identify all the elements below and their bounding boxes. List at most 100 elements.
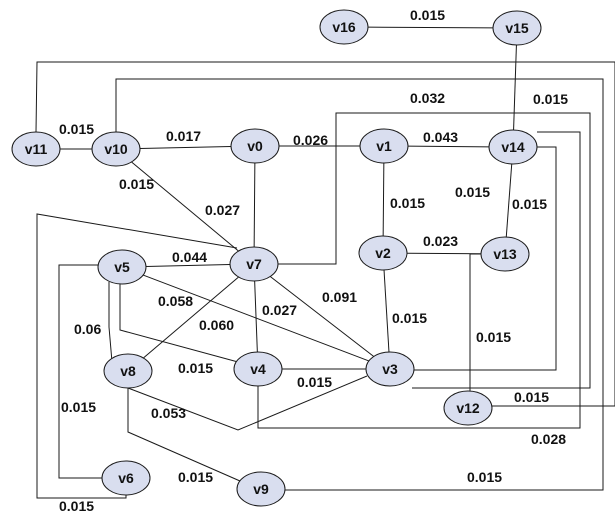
node-v5[interactable]: v5 bbox=[97, 249, 147, 285]
node-label: v10 bbox=[104, 141, 128, 157]
node-v0[interactable]: v0 bbox=[230, 128, 280, 164]
edge-weight-label: 0.015 bbox=[514, 389, 549, 405]
node-label: v9 bbox=[253, 481, 269, 497]
node-v16[interactable]: v16 bbox=[319, 9, 369, 45]
node-v14[interactable]: v14 bbox=[488, 129, 538, 165]
edge-v1-v2 bbox=[382, 162, 385, 237]
node-shape bbox=[229, 246, 279, 282]
node-label: v4 bbox=[250, 361, 266, 377]
edge-weight-label: 0.015 bbox=[297, 374, 332, 390]
node-shape bbox=[358, 235, 408, 271]
edge-v6-v7 bbox=[36, 213, 238, 499]
node-shape bbox=[488, 129, 538, 165]
node-label: v8 bbox=[120, 363, 136, 379]
node-label: v12 bbox=[456, 400, 480, 416]
weights-layer: 0.015 0.015 0.015 0.017 0.026 0.043 0.032 0.015… bbox=[59, 7, 568, 514]
edge-v8-v9 bbox=[127, 388, 241, 482]
node-label: v5 bbox=[114, 259, 130, 275]
edge-weight-label: 0.028 bbox=[531, 431, 566, 447]
edge-v7-v14 bbox=[278, 112, 591, 389]
node-label: v6 bbox=[118, 470, 134, 486]
edge-v7-v8 bbox=[143, 276, 239, 359]
edge-weight-label: 0.026 bbox=[293, 132, 328, 148]
node-v7[interactable]: v7 bbox=[229, 246, 279, 282]
edge-weight-label: 0.015 bbox=[392, 310, 427, 326]
edge-weight-label: 0.053 bbox=[151, 405, 186, 421]
edge-v8-v3 bbox=[127, 375, 368, 431]
edge-weight-label: 0.058 bbox=[158, 293, 193, 309]
edge-v2-v3 bbox=[383, 269, 390, 353]
node-v15[interactable]: v15 bbox=[492, 10, 542, 46]
edge-v10-v0 bbox=[139, 146, 232, 149]
edge-v13-v12 bbox=[469, 253, 482, 391]
edges-layer bbox=[35, 26, 615, 499]
edge-weight-label: 0.023 bbox=[423, 233, 458, 249]
edge-weight-label: 0.027 bbox=[205, 202, 240, 218]
node-shape bbox=[480, 236, 530, 272]
node-v11[interactable]: v11 bbox=[11, 131, 61, 167]
node-v2[interactable]: v2 bbox=[358, 235, 408, 271]
node-v3[interactable]: v3 bbox=[365, 351, 415, 387]
nodes-layer: v16 v15 v11 v10 v0 v1 v14 v2 v13 v5 v7 v8 v4 v3 v12 v6 v… bbox=[11, 9, 542, 507]
node-label: v3 bbox=[382, 361, 398, 377]
node-label: v11 bbox=[25, 141, 48, 157]
node-label: v2 bbox=[375, 245, 391, 261]
edge-weight-label: 0.017 bbox=[166, 128, 201, 144]
node-v4[interactable]: v4 bbox=[233, 351, 283, 387]
edge-weight-label: 0.015 bbox=[533, 91, 568, 107]
edge-v1-v14 bbox=[407, 145, 490, 148]
edge-weight-label: 0.015 bbox=[59, 121, 94, 137]
node-label: v1 bbox=[376, 138, 392, 154]
edge-weight-label: 0.015 bbox=[467, 469, 502, 485]
node-label: v7 bbox=[246, 256, 262, 272]
edge-v7-v4 bbox=[254, 280, 258, 353]
node-shape bbox=[443, 390, 493, 426]
edge-weight-label: 0.091 bbox=[322, 289, 357, 305]
edge-v15-v14 bbox=[513, 44, 517, 131]
edge-weight-label: 0.015 bbox=[390, 195, 425, 211]
node-v10[interactable]: v10 bbox=[91, 131, 141, 167]
edge-weight-label: 0.060 bbox=[199, 317, 234, 333]
node-shape bbox=[359, 128, 409, 164]
edge-v4-v14 bbox=[257, 131, 581, 429]
edge-v2-v13 bbox=[406, 252, 482, 255]
edge-v7-v3 bbox=[269, 276, 375, 357]
node-shape bbox=[492, 10, 542, 46]
node-label: v0 bbox=[247, 138, 263, 154]
node-shape bbox=[103, 353, 153, 389]
edge-v5-v8 bbox=[108, 282, 113, 363]
edge-weight-label: 0.06 bbox=[74, 321, 101, 337]
node-v12[interactable]: v12 bbox=[443, 390, 493, 426]
edge-weight-label: 0.044 bbox=[172, 249, 207, 265]
edge-weight-label: 0.015 bbox=[178, 469, 213, 485]
node-label: v14 bbox=[501, 139, 525, 155]
edge-weight-label: 0.015 bbox=[59, 498, 94, 514]
node-v1[interactable]: v1 bbox=[359, 128, 409, 164]
edge-v5-v4 bbox=[119, 284, 239, 363]
edge-v10-v7 bbox=[131, 161, 239, 252]
node-v6[interactable]: v6 bbox=[101, 460, 151, 496]
edge-weight-label: 0.043 bbox=[423, 129, 458, 145]
node-shape bbox=[365, 351, 415, 387]
node-shape bbox=[236, 471, 286, 507]
edge-weight-label: 0.015 bbox=[476, 329, 511, 345]
node-shape bbox=[233, 351, 283, 387]
node-shape bbox=[319, 9, 369, 45]
edge-v5-v7 bbox=[145, 264, 231, 267]
node-v9[interactable]: v9 bbox=[236, 471, 286, 507]
node-shape bbox=[11, 131, 61, 167]
edge-v12-v11 bbox=[35, 61, 615, 407]
node-shape bbox=[97, 249, 147, 285]
node-shape bbox=[91, 131, 141, 167]
edge-weight-label: 0.015 bbox=[455, 184, 490, 200]
node-v8[interactable]: v8 bbox=[103, 353, 153, 389]
node-shape bbox=[101, 460, 151, 496]
edge-weight-label: 0.015 bbox=[178, 360, 213, 376]
edge-weight-label: 0.027 bbox=[262, 302, 297, 318]
edge-v5-v6 bbox=[58, 264, 108, 479]
node-v13[interactable]: v13 bbox=[480, 236, 530, 272]
edge-weight-label: 0.032 bbox=[410, 90, 445, 106]
node-label: v16 bbox=[332, 19, 356, 35]
node-label: v15 bbox=[505, 20, 529, 36]
